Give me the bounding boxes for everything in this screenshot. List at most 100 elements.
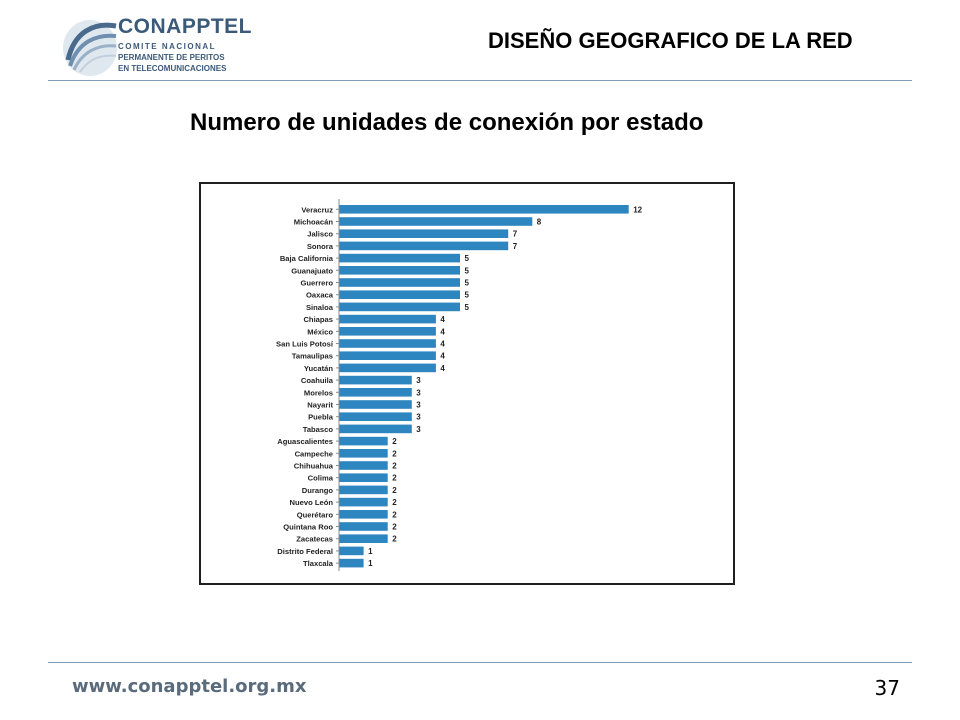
bar <box>339 558 364 568</box>
logo-subtitle-line-1: COMITE NACIONAL <box>118 42 217 51</box>
bar <box>339 400 412 409</box>
bar <box>339 266 460 275</box>
data-label: 2 <box>392 486 397 495</box>
bar <box>339 375 412 385</box>
bar <box>339 278 460 287</box>
data-label: 4 <box>440 340 445 349</box>
category-label: Campeche <box>295 449 333 458</box>
data-label: 3 <box>416 376 421 385</box>
data-label: 2 <box>392 449 397 458</box>
logo-name: CONAPPTEL <box>118 15 253 38</box>
category-label: Baja California <box>280 254 334 263</box>
bar <box>339 497 388 507</box>
category-label: Nuevo León <box>290 498 334 507</box>
bar <box>339 388 412 397</box>
chart-frame: Veracruz 12 Michoacán 8 Jalisco 7 Sonora 7 Baja … <box>199 182 735 585</box>
category-label: Chiapas <box>303 315 333 324</box>
bar <box>339 253 460 263</box>
category-label: Aguascalientes <box>277 437 333 446</box>
bar <box>339 546 364 556</box>
category-label: Colima <box>308 474 334 483</box>
category-label: San Luis Potosí <box>276 340 334 349</box>
conapptel-logo-mark <box>63 20 117 76</box>
bar <box>339 534 388 543</box>
category-label: Durango <box>302 486 334 495</box>
data-label: 2 <box>392 498 397 507</box>
category-label: Distrito Federal <box>277 547 333 556</box>
bar <box>339 339 436 348</box>
bar <box>339 241 509 251</box>
bar <box>339 473 388 482</box>
bar <box>339 327 436 336</box>
data-label: 4 <box>440 315 445 324</box>
data-label: 5 <box>465 266 470 275</box>
footer-divider <box>48 662 912 663</box>
category-label: Veracruz <box>301 205 333 214</box>
data-label: 5 <box>465 303 470 312</box>
bar <box>339 485 388 495</box>
bar <box>339 314 436 324</box>
bar <box>339 363 436 373</box>
category-label: Chihuahua <box>294 462 334 471</box>
bar <box>339 412 412 421</box>
category-label: Puebla <box>308 413 334 422</box>
category-label: Morelos <box>304 388 333 397</box>
data-label: 5 <box>465 279 470 288</box>
category-label: Zacatecas <box>296 535 333 544</box>
data-label: 4 <box>440 327 445 336</box>
category-label: Tamaulipas <box>292 352 333 361</box>
data-label: 4 <box>440 352 445 361</box>
logo-subtitle-line-3: EN TELECOMUNICACIONES <box>118 64 227 73</box>
data-label: 7 <box>513 230 518 239</box>
data-label: 3 <box>416 388 421 397</box>
data-label: 5 <box>465 291 470 300</box>
data-label: 2 <box>392 474 397 483</box>
category-label: Sonora <box>307 242 334 251</box>
data-label: 2 <box>392 535 397 544</box>
category-label: Coahuila <box>301 376 334 385</box>
header-divider <box>48 80 912 81</box>
bar <box>339 436 388 446</box>
bar <box>339 351 436 360</box>
data-label: 3 <box>416 425 421 434</box>
category-label: Oaxaca <box>306 291 334 300</box>
category-label: Tlaxcala <box>303 559 334 568</box>
data-label: 3 <box>416 413 421 422</box>
bar <box>339 229 509 238</box>
category-label: Jalisco <box>307 230 333 239</box>
data-label: 2 <box>392 523 397 532</box>
bar <box>339 449 388 458</box>
data-label: 5 <box>465 254 470 263</box>
bar <box>339 424 412 434</box>
data-label: 4 <box>440 364 445 373</box>
bar <box>339 302 460 312</box>
category-label: México <box>307 327 333 336</box>
category-label: Querétaro <box>297 510 334 519</box>
category-label: Yucatán <box>304 364 333 373</box>
data-label: 1 <box>368 559 373 568</box>
bar <box>339 522 388 531</box>
data-label: 1 <box>368 547 373 556</box>
header-title: DISEÑO GEOGRAFICO DE LA RED <box>488 28 853 53</box>
slide-subtitle: Numero de unidades de conexión por estad… <box>190 109 704 136</box>
category-label: Michoacán <box>294 218 334 227</box>
bar <box>339 461 388 470</box>
data-label: 7 <box>513 242 518 251</box>
data-label: 3 <box>416 401 421 410</box>
category-label: Guanajuato <box>291 266 333 275</box>
data-label: 2 <box>392 510 397 519</box>
bar <box>339 205 629 214</box>
category-label: Guerrero <box>301 279 334 288</box>
category-label: Tabasco <box>303 425 334 434</box>
data-label: 2 <box>392 462 397 471</box>
logo-subtitle-line-2: PERMANENTE DE PERITOS <box>118 53 225 62</box>
bar <box>339 290 460 299</box>
category-label: Sinaloa <box>306 303 334 312</box>
data-label: 12 <box>633 205 642 214</box>
conapptel-logo: CONAPPTEL COMITE NACIONAL PERMANENTE DE … <box>60 12 260 80</box>
data-label: 2 <box>392 437 397 446</box>
category-label: Nayarit <box>307 401 333 410</box>
footer-url[interactable]: www.conapptel.org.mx <box>72 676 307 697</box>
bar <box>339 510 388 519</box>
